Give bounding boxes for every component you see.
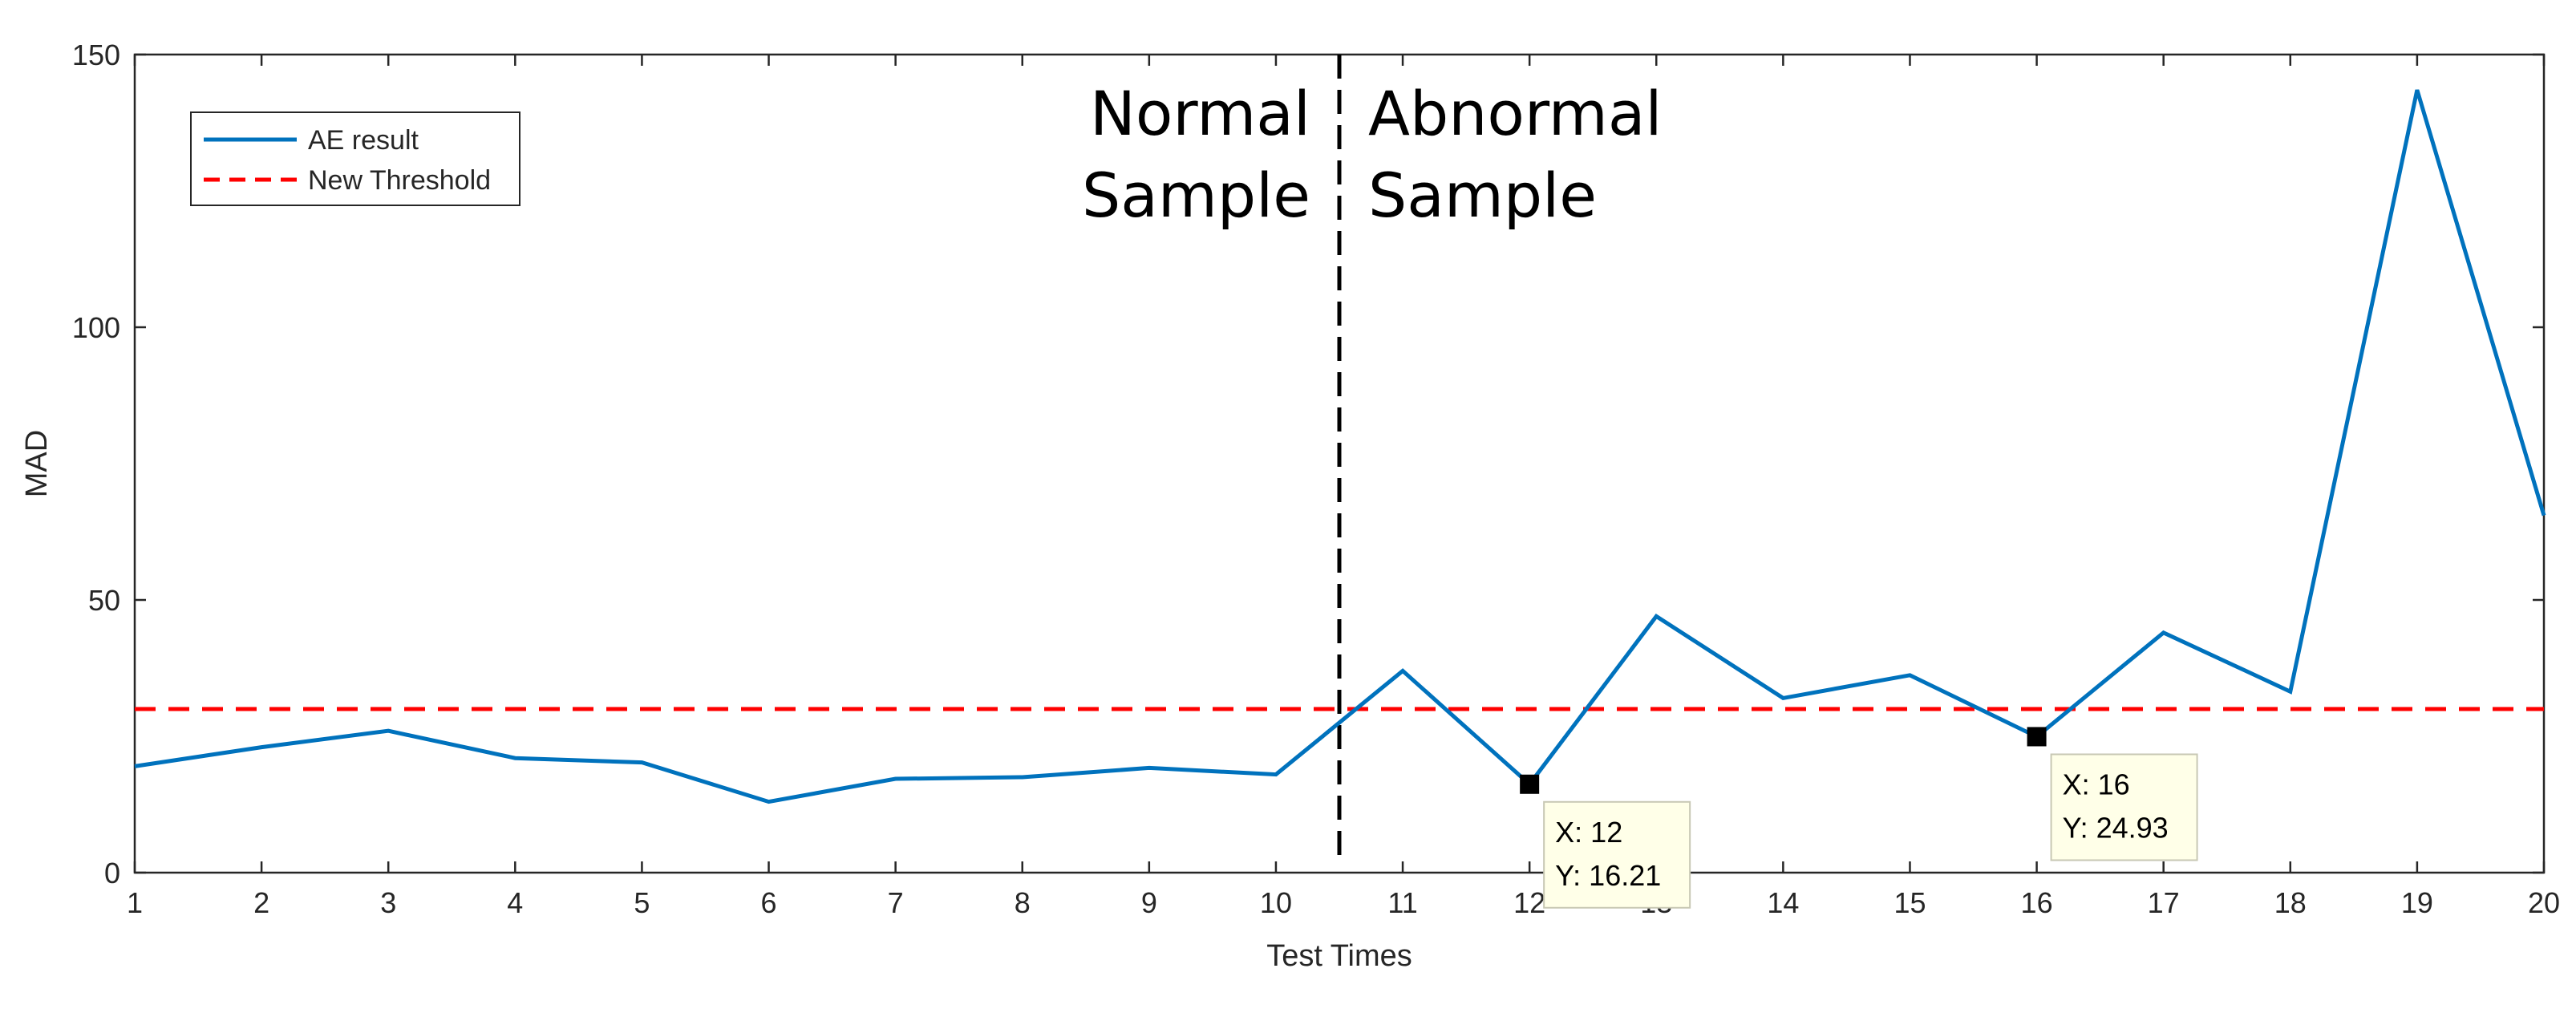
x-tick-label: 17 bbox=[2148, 886, 2180, 919]
ae-result-point bbox=[1146, 764, 1152, 771]
datatip-y-text: Y: 16.21 bbox=[1555, 859, 1661, 892]
abnormal-sample-label: Sample bbox=[1368, 160, 1597, 231]
y-tick-label: 100 bbox=[72, 311, 120, 344]
normal-sample-label: Normal bbox=[1090, 78, 1310, 149]
ae-result-point bbox=[132, 763, 138, 769]
y-tick-label: 50 bbox=[88, 584, 120, 617]
legend-label-threshold: New Threshold bbox=[308, 165, 491, 196]
x-tick-label: 6 bbox=[761, 886, 777, 919]
x-tick-label: 5 bbox=[634, 886, 650, 919]
ae-result-point bbox=[1019, 774, 1026, 780]
x-tick-label: 14 bbox=[1767, 886, 1799, 919]
ae-result-point bbox=[2414, 87, 2420, 93]
x-tick-label: 12 bbox=[1513, 886, 1545, 919]
x-tick-label: 9 bbox=[1141, 886, 1157, 919]
y-tick-label: 0 bbox=[104, 857, 120, 889]
y-tick-label: 150 bbox=[72, 38, 120, 71]
datatip-box bbox=[1543, 800, 1691, 909]
ae-result-point bbox=[1780, 695, 1786, 701]
plot-area: 1234567891011121314151617181920050100150… bbox=[20, 38, 2560, 973]
ae-result-point bbox=[1273, 772, 1279, 778]
datatip-x-text: X: 16 bbox=[2063, 768, 2130, 800]
ae-result-point bbox=[2541, 513, 2547, 519]
datatip-x-text: X: 12 bbox=[1555, 816, 1622, 849]
ae-result-line bbox=[134, 89, 2546, 804]
ae-result-point bbox=[1653, 613, 1659, 619]
x-axis-label: Test Times bbox=[1266, 939, 1412, 973]
x-tick-label: 3 bbox=[380, 886, 396, 919]
datatip-marker bbox=[2027, 727, 2047, 747]
datatip-marker bbox=[1520, 774, 1540, 794]
ae-result-point bbox=[766, 799, 772, 805]
ae-result-point bbox=[385, 727, 391, 734]
normal-sample-label: Sample bbox=[1082, 160, 1310, 231]
x-tick-label: 8 bbox=[1015, 886, 1031, 919]
legend-box bbox=[190, 111, 520, 206]
x-tick-label: 4 bbox=[507, 886, 523, 919]
x-tick-label: 18 bbox=[2274, 886, 2307, 919]
ae-result-point bbox=[258, 744, 265, 751]
ae-result-point bbox=[2161, 630, 2167, 636]
ae-result-point bbox=[512, 755, 518, 761]
ae-result-point bbox=[1399, 667, 1406, 674]
ae-result-point bbox=[893, 776, 899, 782]
ae-result-point bbox=[1906, 672, 1913, 679]
abnormal-sample-label: Abnormal bbox=[1368, 78, 1663, 149]
x-tick-label: 10 bbox=[1260, 886, 1292, 919]
x-tick-label: 16 bbox=[2021, 886, 2053, 919]
x-tick-label: 7 bbox=[888, 886, 904, 919]
ae-result-point bbox=[2287, 688, 2294, 695]
x-tick-label: 15 bbox=[1894, 886, 1926, 919]
x-tick-label: 11 bbox=[1387, 886, 1417, 919]
x-tick-label: 20 bbox=[2528, 886, 2560, 919]
ae-result-point bbox=[638, 760, 645, 766]
legend-label-ae-result: AE result bbox=[308, 125, 419, 156]
datatip-y-text: Y: 24.93 bbox=[2063, 811, 2169, 844]
datatip-box bbox=[2050, 753, 2198, 861]
x-tick-label: 1 bbox=[127, 886, 143, 919]
x-tick-label: 2 bbox=[253, 886, 269, 919]
x-tick-label: 19 bbox=[2401, 886, 2433, 919]
y-axis-label: MAD bbox=[20, 430, 54, 497]
